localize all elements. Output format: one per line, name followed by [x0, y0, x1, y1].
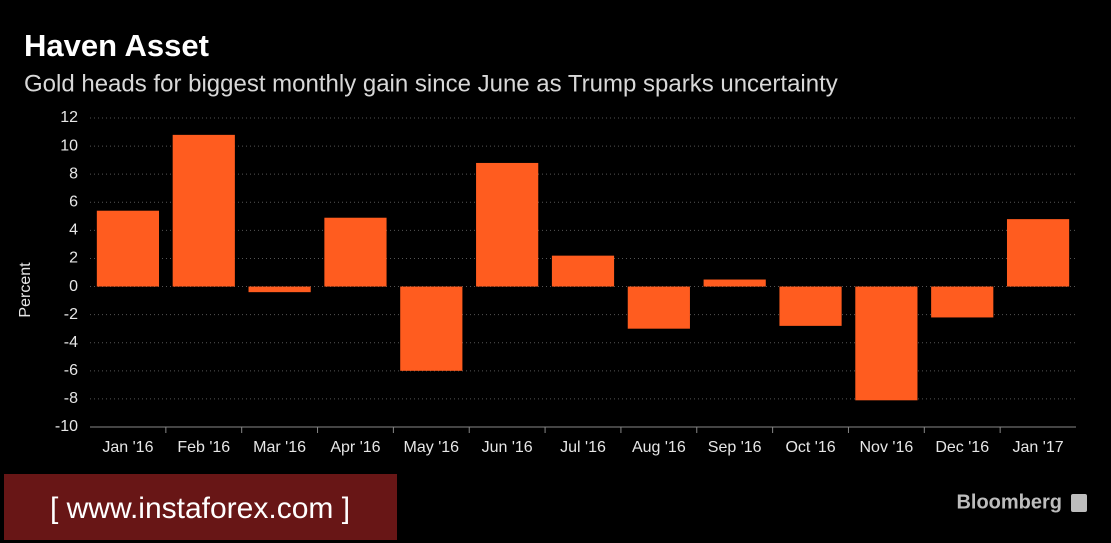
y-tick-label: 4: [69, 222, 78, 239]
y-tick-label: 10: [60, 137, 78, 154]
bar: [931, 286, 994, 318]
x-tick-label: Jan '16: [102, 439, 153, 456]
x-tick-label: Jul '16: [560, 439, 606, 456]
y-axis-label: Percent: [17, 262, 34, 318]
bar: [1006, 219, 1070, 287]
y-tick-label: -8: [64, 390, 78, 407]
brand-icon: [1071, 494, 1087, 512]
x-tick-label: Aug '16: [632, 439, 686, 456]
watermark-box: [4, 474, 397, 540]
x-tick-label: Sep '16: [708, 439, 762, 456]
brand: Bloomberg: [956, 491, 1062, 513]
bar: [248, 286, 311, 293]
bar: [172, 134, 235, 287]
x-tick-label: Mar '16: [253, 439, 306, 456]
y-tick-label: -4: [64, 334, 78, 351]
y-tick-label: 8: [69, 165, 78, 182]
x-tick-label: Jun '16: [482, 439, 533, 456]
chart-title: Haven Asset: [24, 28, 209, 63]
bar: [400, 286, 463, 371]
y-tick-label: -2: [64, 306, 78, 323]
x-tick-label: Apr '16: [330, 439, 380, 456]
bar: [476, 162, 539, 287]
watermark: [ www.instaforex.com ]: [50, 492, 350, 525]
chart-subtitle: Gold heads for biggest monthly gain sinc…: [24, 70, 838, 97]
y-tick-label: -6: [64, 362, 78, 379]
bar: [324, 217, 387, 287]
bar: [855, 286, 918, 401]
bar: [96, 210, 160, 287]
x-tick-label: Nov '16: [860, 439, 914, 456]
y-tick-label: 0: [69, 278, 78, 295]
y-tick-label: 12: [60, 109, 78, 126]
y-tick-label: 6: [69, 193, 78, 210]
bar: [627, 286, 690, 329]
x-tick-label: Oct '16: [785, 439, 835, 456]
y-tick-label: -10: [55, 418, 78, 435]
bar: [779, 286, 842, 326]
x-tick-label: Dec '16: [935, 439, 989, 456]
x-tick-label: Jan '17: [1013, 439, 1064, 456]
bar: [703, 279, 766, 287]
bar: [551, 255, 615, 287]
x-tick-label: May '16: [404, 439, 460, 456]
y-tick-label: 2: [69, 250, 78, 267]
x-tick-label: Feb '16: [177, 439, 230, 456]
